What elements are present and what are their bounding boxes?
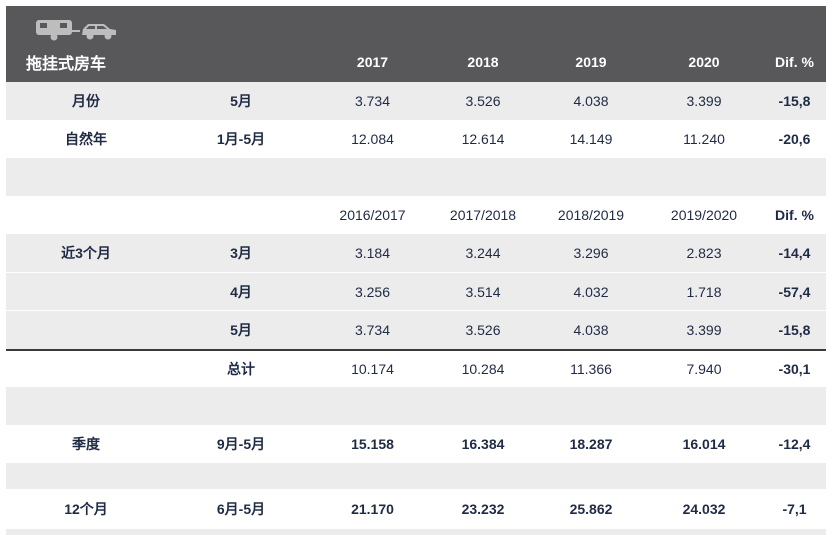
header-year-4: 2020 [688, 54, 720, 70]
cell-value: 3.399 [686, 93, 722, 109]
cell-value: 10.174 [351, 361, 394, 377]
cell-value: 24.032 [682, 501, 726, 517]
cell-value: 25.862 [569, 501, 613, 517]
header-period-3: 2018/2019 [557, 207, 625, 223]
row-period: 5月 [230, 93, 252, 109]
cell-diff: -30,1 [778, 361, 811, 377]
cell-value: 16.014 [682, 436, 726, 452]
cell-value: 16.384 [461, 436, 505, 452]
cell-diff: -20,6 [778, 131, 811, 147]
cell-value: 18.287 [569, 436, 613, 452]
recent-header-row: 2016/2017 2017/2018 2018/2019 2019/2020 … [6, 196, 826, 234]
row-label: 12个月 [64, 501, 108, 517]
cell-value: 12.084 [351, 131, 394, 147]
header-diff: Dif. % [775, 54, 814, 70]
row-period: 5月 [230, 322, 252, 338]
row-period: 总计 [227, 361, 255, 377]
cell-value: 11.366 [570, 361, 612, 377]
header-diff: Dif. % [775, 207, 814, 223]
cell-value: 12.614 [461, 131, 505, 147]
header-period-4: 2019/2020 [670, 207, 738, 223]
cell-value: 14.149 [569, 131, 613, 147]
spacer-band [6, 463, 826, 489]
cell-value: 3.296 [573, 245, 609, 261]
cell-value: 10.284 [461, 361, 505, 377]
table-row-natural-year: 自然年 1月-5月 12.084 12.614 14.149 11.240 -2… [6, 120, 826, 158]
cell-value: 4.032 [573, 283, 609, 300]
table-row-month: 月份 5月 3.734 3.526 4.038 3.399 -15,8 [6, 82, 826, 120]
cell-value: 3.244 [465, 245, 501, 261]
cell-value: 11.240 [683, 131, 725, 147]
row-label: 近3个月 [61, 245, 111, 261]
table-title: 拖挂式房车 [26, 56, 107, 73]
row-label: 自然年 [65, 131, 107, 147]
cell-diff: -7,1 [782, 501, 807, 517]
table-row-april: 4月 3.256 3.514 4.032 1.718 -57,4 [6, 272, 826, 310]
table-row-twelve-months: 12个月 6月-5月 21.170 23.232 25.862 24.032 -… [6, 489, 826, 529]
row-label: 月份 [72, 93, 100, 109]
cell-diff: -57,4 [778, 283, 811, 300]
cell-value: 3.734 [354, 322, 391, 338]
table-row-may: 5月 3.734 3.526 4.038 3.399 -15,8 [6, 310, 826, 349]
cell-value: 1.718 [686, 283, 722, 300]
cell-value: 2.823 [686, 245, 722, 261]
cell-value: 3.399 [686, 322, 722, 338]
cell-diff: -14,4 [778, 245, 811, 261]
cell-value: 3.514 [465, 283, 501, 300]
cell-diff: -12,4 [778, 436, 811, 452]
spacer-band [6, 158, 826, 196]
row-period: 3月 [230, 245, 252, 261]
cell-diff: -15,8 [778, 93, 811, 109]
cell-value: 3.526 [465, 322, 501, 338]
header-row: 拖挂式房车 2017 2018 2019 2020 Dif. % [6, 44, 826, 80]
cell-value: 4.038 [573, 93, 609, 109]
total-separator [6, 349, 826, 351]
header-year-1: 2017 [356, 54, 389, 70]
cell-value: 3.526 [465, 93, 501, 109]
cell-value: 7.940 [686, 361, 722, 377]
header-year-3: 2019 [575, 54, 607, 70]
spacer-band [6, 387, 826, 425]
table-row-season: 季度 9月-5月 15.158 16.384 18.287 16.014 -12… [6, 425, 826, 463]
header-year-2: 2018 [467, 54, 499, 70]
cell-value: 21.170 [351, 501, 394, 517]
row-period: 9月-5月 [216, 436, 266, 452]
bottom-band [6, 529, 826, 535]
table-row-march: 近3个月 3月 3.184 3.244 3.296 2.823 -14,4 [6, 234, 826, 272]
row-period: 6月-5月 [216, 501, 266, 517]
row-period: 1月-5月 [216, 131, 266, 147]
table-header-band [6, 6, 826, 82]
row-label: 季度 [72, 436, 100, 452]
cell-value: 3.184 [354, 245, 391, 261]
cell-value: 15.158 [351, 436, 394, 452]
header-period-2: 2017/2018 [449, 207, 517, 223]
row-period: 4月 [230, 283, 252, 300]
table-row-total: 总计 10.174 10.284 11.366 7.940 -30,1 [6, 351, 826, 387]
cell-diff: -15,8 [778, 322, 811, 338]
cell-value: 3.256 [354, 283, 391, 300]
header-period-1: 2016/2017 [339, 207, 406, 223]
cell-value: 23.232 [461, 501, 505, 517]
caravan-car-icon [36, 20, 116, 41]
cell-value: 3.734 [354, 93, 391, 109]
cell-value: 4.038 [573, 322, 609, 338]
